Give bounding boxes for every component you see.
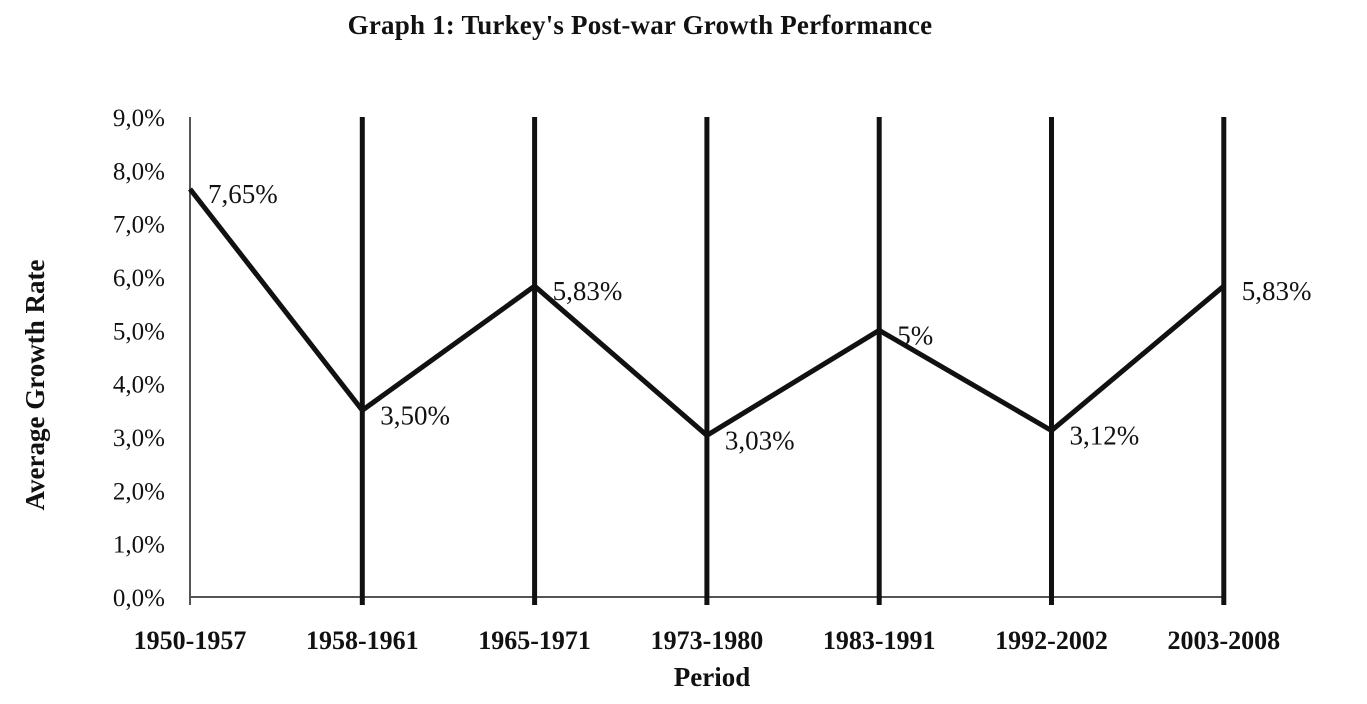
vertical-gridlines — [189, 117, 1227, 605]
x-tick-label: 1983-1991 — [823, 626, 936, 655]
data-label: 5% — [897, 320, 933, 350]
x-tick-label: 1958-1961 — [306, 626, 419, 655]
x-axis-ticks: 1950-1957 1958-1961 1965-1971 1973-1980 1983… — [134, 626, 1280, 655]
y-axis-ticks: 0,0% 1,0% 2,0% 3,0% 4,0% 5,0% 6,0% 7,0% 8,0% 9,0% — [113, 105, 165, 612]
data-label: 3,50% — [380, 400, 450, 430]
data-label: 3,03% — [725, 425, 795, 455]
growth-rate-line — [188, 187, 1226, 439]
series-line — [188, 187, 1226, 439]
data-label: 7,65% — [208, 179, 278, 209]
data-labels: 7,65% 3,50% 5,83% 3,03% 5% 3,12% 5,83% — [208, 179, 1312, 455]
y-tick-label: 9,0% — [113, 105, 165, 132]
data-label: 5,83% — [1242, 276, 1312, 306]
x-tick-label: 1992-2002 — [995, 626, 1108, 655]
y-axis-label: Average Growth Rate — [20, 260, 50, 511]
chart-title: Graph 1: Turkey's Post-war Growth Perfor… — [347, 10, 933, 40]
y-tick-label: 2,0% — [113, 478, 165, 505]
y-tick-label: 3,0% — [113, 425, 165, 452]
y-tick-label: 8,0% — [113, 158, 165, 185]
y-tick-label: 5,0% — [113, 318, 165, 345]
y-tick-label: 4,0% — [113, 372, 165, 399]
x-tick-label: 1950-1957 — [134, 626, 247, 655]
y-tick-label: 7,0% — [113, 212, 165, 239]
y-tick-label: 0,0% — [113, 585, 165, 612]
x-tick-label: 1965-1971 — [478, 626, 591, 655]
y-tick-label: 6,0% — [113, 265, 165, 292]
x-tick-label: 2003-2008 — [1167, 626, 1280, 655]
data-label: 5,83% — [553, 276, 623, 306]
x-axis-label: Period — [674, 662, 750, 692]
data-label: 3,12% — [1070, 421, 1140, 451]
y-tick-label: 1,0% — [113, 532, 165, 559]
x-tick-label: 1973-1980 — [651, 626, 764, 655]
